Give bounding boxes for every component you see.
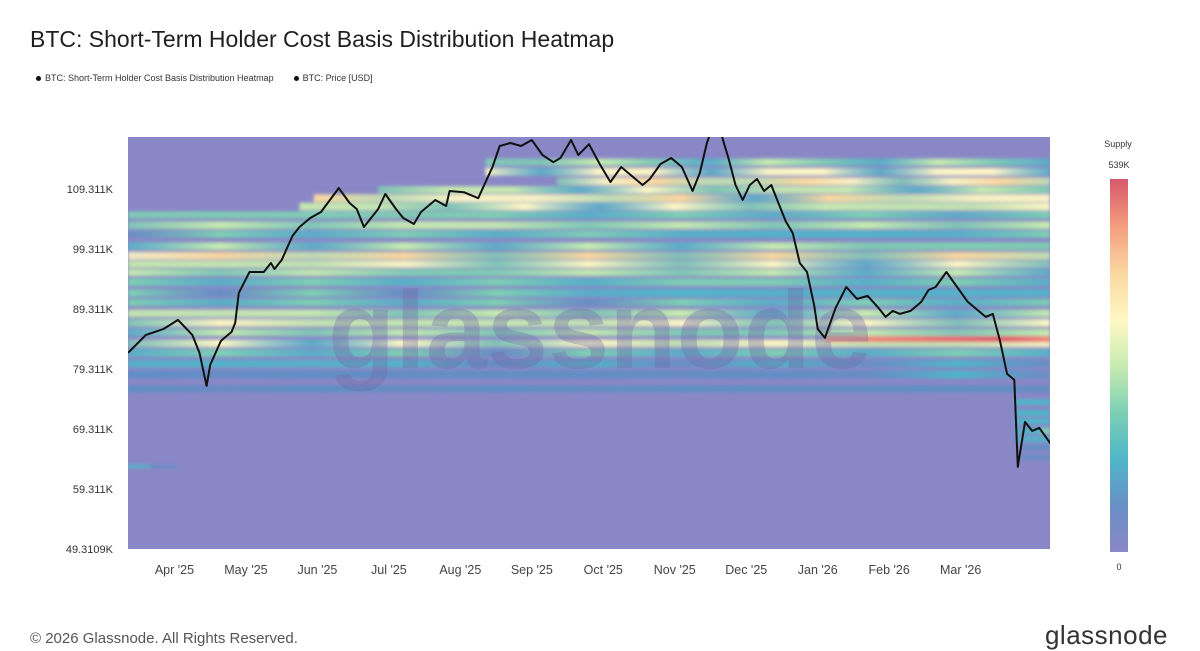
heatmap-band [1014, 418, 1050, 425]
heatmap-band [128, 349, 1050, 357]
y-axis: 109.311K 99.311K 89.311K 79.311K 69.311K 59.3… [66, 184, 114, 556]
heatmap-band [128, 370, 1050, 379]
footer-copyright: © 2026 Glassnode. All Rights Reserved. [30, 630, 298, 647]
heatmap-band [128, 251, 1050, 260]
heatmap-band [1021, 444, 1050, 451]
x-tick-label: Aug '25 [439, 563, 481, 577]
legend-marker-heatmap [36, 75, 41, 81]
heatmap-band [1014, 436, 1050, 443]
heatmap-band [128, 339, 1050, 348]
y-tick-label: 79.311K [73, 364, 114, 376]
heatmap-band [128, 309, 1050, 318]
heatmap-band [128, 242, 1050, 251]
y-tick-label: 69.311K [73, 424, 114, 436]
x-tick-label: Oct '25 [584, 563, 623, 577]
heatmap-band [1014, 409, 1050, 416]
legend-item-price[interactable]: BTC: Price [USD] [293, 73, 373, 83]
heatmap-band [299, 202, 1050, 211]
heatmap-band [128, 260, 1050, 268]
heatmap-band [128, 464, 179, 469]
colorbar-max-label: 539K [1108, 160, 1129, 170]
heatmap-band [556, 177, 1050, 186]
x-tick-label: Mar '26 [940, 563, 981, 577]
legend-item-heatmap[interactable]: BTC: Short-Term Holder Cost Basis Distri… [36, 73, 274, 83]
heatmap-band [128, 360, 1050, 368]
x-tick-label: Dec '25 [725, 563, 767, 577]
heatmap-band [128, 211, 1050, 219]
y-tick-label: 89.311K [73, 304, 114, 316]
x-tick-label: Sep '25 [511, 563, 553, 577]
legend-label-heatmap: BTC: Short-Term Holder Cost Basis Distri… [45, 73, 274, 83]
heatmap-band [1014, 399, 1050, 406]
y-tick-label: 49.3109K [66, 544, 114, 556]
x-tick-label: Feb '26 [869, 563, 910, 577]
heatmap-band [128, 319, 1050, 327]
heatmap-band [313, 194, 1050, 203]
x-tick-label: May '25 [224, 563, 267, 577]
legend: BTC: Short-Term Holder Cost Basis Distri… [36, 73, 373, 83]
legend-marker-price [293, 75, 299, 81]
colorbar-min-label: 0 [1116, 562, 1121, 572]
legend-label-price: BTC: Price [USD] [302, 73, 373, 83]
price-series-line [128, 137, 1050, 468]
heatmap-band [485, 158, 1050, 166]
x-tick-label: Jun '25 [297, 563, 337, 577]
heatmap-band [128, 278, 1050, 287]
y-tick-label: 59.311K [73, 484, 114, 496]
watermark: glassnode [328, 269, 872, 392]
heatmap-band [1021, 454, 1050, 460]
heatmap-band [485, 167, 1050, 176]
x-tick-label: Jan '26 [798, 563, 838, 577]
heatmap-band [378, 186, 1050, 194]
colorbar-title: Supply [1104, 139, 1132, 149]
colorbar: Supply 539K 0 [1104, 139, 1132, 572]
heatmap-bands [128, 158, 1050, 469]
y-tick-label: 99.311K [73, 244, 114, 256]
heatmap-band [128, 385, 1050, 393]
chart-title: BTC: Short-Term Holder Cost Basis Distri… [30, 26, 615, 52]
heatmap-band [128, 298, 1050, 307]
heatmap-hot-band [824, 336, 1050, 343]
heatmap-band [128, 328, 1050, 337]
x-tick-label: Apr '25 [155, 563, 194, 577]
x-axis: Apr '25 May '25 Jun '25 Jul '25 Aug '25 Sep '… [155, 563, 982, 577]
heatmap-band [128, 230, 1050, 238]
y-tick-label: 109.311K [67, 184, 114, 196]
heatmap-band [128, 289, 1050, 297]
x-tick-label: Nov '25 [654, 563, 696, 577]
colorbar-gradient [1110, 179, 1128, 552]
heatmap-band [128, 268, 1050, 277]
heatmap-band [128, 221, 1050, 230]
footer-logo: glassnode [1044, 620, 1168, 650]
x-tick-label: Jul '25 [371, 563, 407, 577]
